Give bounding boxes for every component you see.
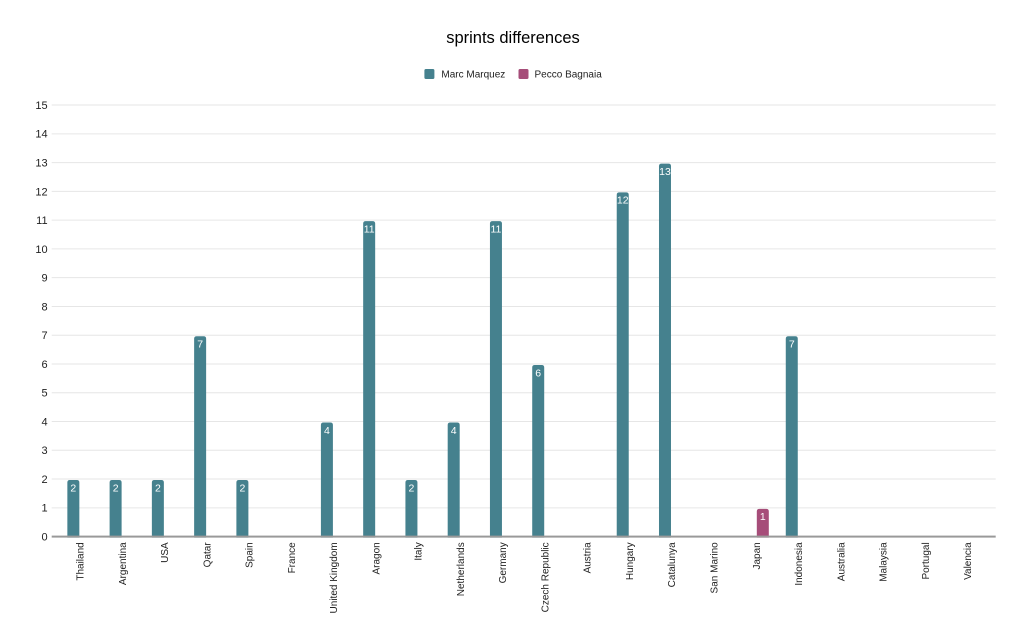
svg-text:15: 15	[35, 100, 47, 112]
svg-text:Valencia: Valencia	[963, 542, 974, 580]
svg-text:11: 11	[490, 223, 501, 235]
svg-text:Marc Marquez: Marc Marquez	[441, 70, 505, 81]
svg-text:Germany: Germany	[498, 542, 509, 583]
svg-text:United Kingdom: United Kingdom	[329, 542, 340, 613]
svg-text:Hungary: Hungary	[625, 542, 636, 580]
svg-text:Pecco Bagnaia: Pecco Bagnaia	[535, 70, 603, 81]
svg-text:2: 2	[41, 474, 47, 486]
svg-text:Indonesia: Indonesia	[794, 542, 805, 586]
svg-text:France: France	[287, 542, 298, 574]
svg-text:11: 11	[36, 215, 47, 227]
svg-text:2: 2	[70, 482, 76, 494]
svg-text:Australia: Australia	[836, 542, 847, 581]
svg-text:7: 7	[789, 339, 795, 351]
svg-text:2: 2	[113, 482, 119, 494]
svg-text:Italy: Italy	[414, 542, 425, 560]
svg-text:8: 8	[41, 301, 47, 313]
svg-text:3: 3	[41, 445, 47, 457]
svg-text:Qatar: Qatar	[202, 542, 213, 568]
svg-text:Malaysia: Malaysia	[879, 542, 890, 582]
svg-text:Czech Republic: Czech Republic	[540, 542, 551, 612]
svg-text:San Marino: San Marino	[710, 542, 721, 594]
svg-text:4: 4	[451, 425, 457, 437]
svg-text:2: 2	[409, 482, 415, 494]
svg-text:1: 1	[41, 503, 47, 515]
svg-text:6: 6	[535, 367, 541, 379]
svg-text:7: 7	[197, 339, 203, 351]
svg-text:13: 13	[659, 166, 671, 178]
svg-text:Portugal: Portugal	[921, 542, 932, 579]
svg-text:Aragon: Aragon	[371, 542, 382, 574]
svg-text:13: 13	[35, 157, 47, 169]
svg-text:Catalunya: Catalunya	[667, 542, 678, 587]
svg-text:USA: USA	[160, 542, 171, 563]
svg-text:12: 12	[35, 186, 47, 198]
svg-text:9: 9	[41, 273, 47, 285]
svg-text:2: 2	[155, 482, 161, 494]
svg-text:14: 14	[35, 129, 47, 141]
svg-text:6: 6	[41, 359, 47, 371]
svg-text:11: 11	[364, 223, 375, 235]
svg-text:12: 12	[617, 195, 629, 207]
svg-text:4: 4	[324, 425, 330, 437]
svg-text:2: 2	[239, 482, 245, 494]
svg-text:0: 0	[41, 532, 47, 544]
svg-text:Spain: Spain	[245, 542, 256, 568]
svg-text:Thailand: Thailand	[76, 542, 87, 580]
svg-text:5: 5	[41, 388, 47, 400]
svg-text:4: 4	[41, 416, 47, 428]
svg-text:Netherlands: Netherlands	[456, 542, 467, 596]
svg-text:Argentina: Argentina	[118, 542, 129, 585]
svg-text:1: 1	[760, 511, 766, 523]
svg-text:Japan: Japan	[752, 542, 763, 569]
svg-text:sprints differences: sprints differences	[446, 29, 580, 47]
svg-text:7: 7	[41, 330, 47, 342]
svg-text:Austria: Austria	[583, 542, 594, 574]
svg-text:10: 10	[35, 244, 47, 256]
